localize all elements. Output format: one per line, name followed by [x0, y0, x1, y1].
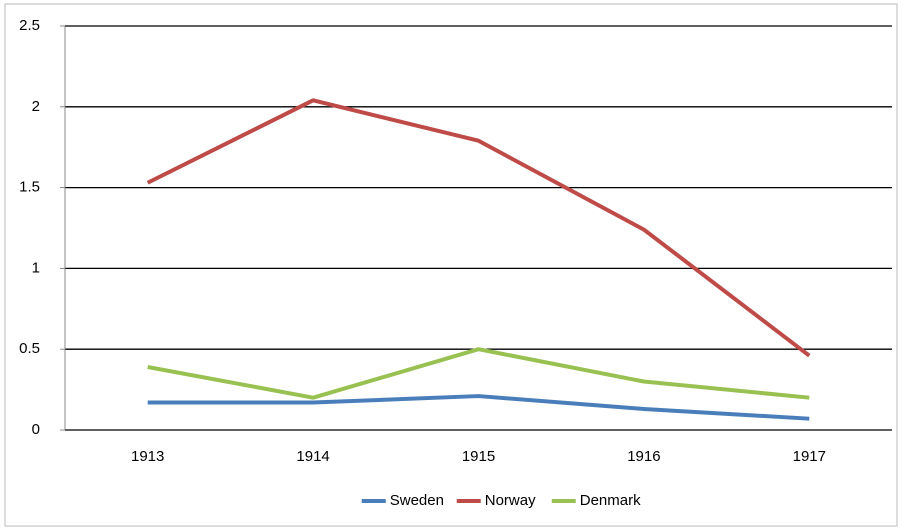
y-tick-label: 0 [32, 421, 40, 438]
chart-frame [4, 3, 898, 527]
y-tick-label: 1 [32, 259, 40, 276]
x-tick-label: 1913 [131, 448, 164, 465]
y-tick-label: 1.5 [19, 179, 40, 196]
line [146, 98, 811, 358]
y-tick-label: 0.5 [19, 340, 40, 357]
legend-label: Sweden [390, 492, 444, 509]
line [147, 347, 810, 400]
x-tick-label: 1917 [793, 448, 826, 465]
y-tick-label: 2 [32, 98, 40, 115]
y-tick-label: 2.5 [19, 17, 40, 34]
line [147, 394, 810, 421]
legend-label: Norway [485, 492, 536, 509]
legend-label: Denmark [580, 492, 641, 509]
x-tick-label: 1916 [627, 448, 660, 465]
x-tick-label: 1914 [296, 448, 329, 465]
x-tick-label: 1915 [462, 448, 495, 465]
